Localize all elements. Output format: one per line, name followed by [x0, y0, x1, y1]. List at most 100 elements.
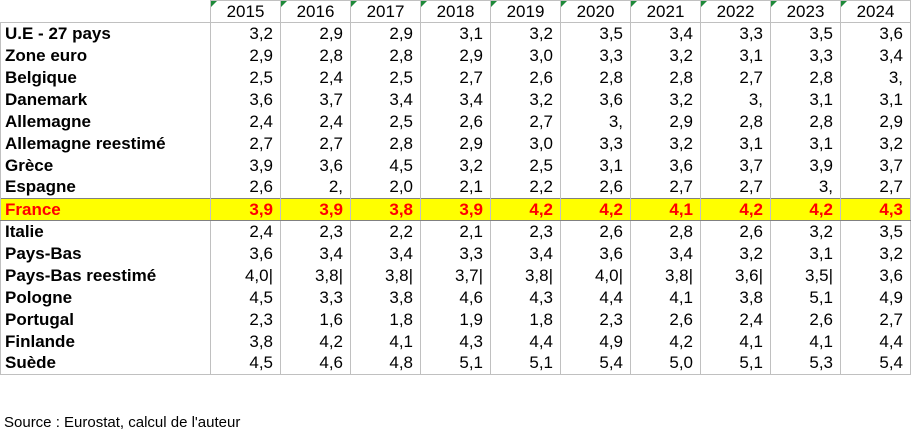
value-cell[interactable]: 4,1 [350, 330, 421, 353]
value-cell[interactable]: 4,6 [420, 286, 491, 309]
value-cell[interactable]: 3,3 [280, 286, 351, 309]
value-cell[interactable]: 3,3 [560, 132, 631, 155]
value-cell[interactable]: 3, [840, 66, 911, 89]
value-cell[interactable]: 2,8 [560, 66, 631, 89]
value-cell[interactable]: 3,6 [560, 88, 631, 111]
value-cell[interactable]: 4,9 [840, 286, 911, 309]
value-cell[interactable]: 2, [280, 176, 351, 199]
value-cell[interactable]: 2,6 [560, 176, 631, 199]
value-cell[interactable]: 3,9 [420, 198, 491, 221]
value-cell[interactable]: 3,4 [490, 242, 561, 265]
value-cell[interactable]: 2,4 [210, 220, 281, 243]
value-cell[interactable]: 4,0| [560, 264, 631, 287]
value-cell[interactable]: 3,4 [630, 22, 701, 45]
value-cell[interactable]: 3,2 [840, 132, 911, 155]
value-cell[interactable]: 4,5 [350, 154, 421, 177]
country-label-cell[interactable]: Allemagne [0, 110, 211, 133]
value-cell[interactable]: 2,0 [350, 176, 421, 199]
value-cell[interactable]: 2,5 [350, 110, 421, 133]
year-header-cell[interactable]: 2015 [210, 0, 281, 23]
value-cell[interactable]: 3,1 [560, 154, 631, 177]
value-cell[interactable]: 4,0| [210, 264, 281, 287]
value-cell[interactable]: 3,1 [770, 132, 841, 155]
value-cell[interactable]: 4,2 [700, 198, 771, 221]
value-cell[interactable]: 4,1 [770, 330, 841, 353]
value-cell[interactable]: 3,5 [840, 220, 911, 243]
value-cell[interactable]: 2,7 [700, 176, 771, 199]
value-cell[interactable]: 2,7 [490, 110, 561, 133]
value-cell[interactable]: 2,6 [700, 220, 771, 243]
value-cell[interactable]: 3,4 [420, 88, 491, 111]
year-header-cell[interactable]: 2021 [630, 0, 701, 23]
value-cell[interactable]: 3,9 [210, 198, 281, 221]
value-cell[interactable]: 2,8 [350, 132, 421, 155]
country-label-cell[interactable]: Portugal [0, 308, 211, 331]
country-label-cell[interactable]: France [0, 198, 211, 221]
value-cell[interactable]: 3,2 [490, 22, 561, 45]
value-cell[interactable]: 3,5 [770, 22, 841, 45]
value-cell[interactable]: 3,6 [840, 22, 911, 45]
value-cell[interactable]: 4,3 [420, 330, 491, 353]
value-cell[interactable]: 2,6 [560, 220, 631, 243]
value-cell[interactable]: 3,1 [770, 242, 841, 265]
value-cell[interactable]: 2,7 [840, 176, 911, 199]
value-cell[interactable]: 3,1 [700, 132, 771, 155]
value-cell[interactable]: 2,4 [700, 308, 771, 331]
value-cell[interactable]: 2,1 [420, 220, 491, 243]
value-cell[interactable]: 2,7 [700, 66, 771, 89]
value-cell[interactable]: 2,1 [420, 176, 491, 199]
value-cell[interactable]: 2,8 [350, 44, 421, 67]
value-cell[interactable]: 3,8 [700, 286, 771, 309]
country-label-cell[interactable]: U.E - 27 pays [0, 22, 211, 45]
country-label-cell[interactable]: Pays-Bas reestimé [0, 264, 211, 287]
value-cell[interactable]: 4,9 [560, 330, 631, 353]
value-cell[interactable]: 3,3 [560, 44, 631, 67]
value-cell[interactable]: 5,1 [490, 352, 561, 375]
value-cell[interactable]: 4,5 [210, 352, 281, 375]
value-cell[interactable]: 2,8 [280, 44, 351, 67]
value-cell[interactable]: 4,8 [350, 352, 421, 375]
value-cell[interactable]: 2,5 [490, 154, 561, 177]
value-cell[interactable]: 3,0 [490, 44, 561, 67]
value-cell[interactable]: 2,4 [280, 110, 351, 133]
value-cell[interactable]: 3,8 [210, 330, 281, 353]
value-cell[interactable]: 3,3 [770, 44, 841, 67]
country-label-cell[interactable]: Pays-Bas [0, 242, 211, 265]
country-label-cell[interactable]: Italie [0, 220, 211, 243]
value-cell[interactable]: 3,8 [350, 286, 421, 309]
value-cell[interactable]: 2,7 [420, 66, 491, 89]
value-cell[interactable]: 3,4 [350, 242, 421, 265]
value-cell[interactable]: 2,4 [280, 66, 351, 89]
corner-cell[interactable] [0, 0, 211, 23]
value-cell[interactable]: 4,2 [630, 330, 701, 353]
value-cell[interactable]: 3,2 [770, 220, 841, 243]
value-cell[interactable]: 3,6 [840, 264, 911, 287]
value-cell[interactable]: 3,5| [770, 264, 841, 287]
year-header-cell[interactable]: 2024 [840, 0, 911, 23]
country-label-cell[interactable]: Grèce [0, 154, 211, 177]
year-header-cell[interactable]: 2023 [770, 0, 841, 23]
value-cell[interactable]: 2,7 [210, 132, 281, 155]
country-label-cell[interactable]: Belgique [0, 66, 211, 89]
value-cell[interactable]: 2,6 [210, 176, 281, 199]
value-cell[interactable]: 2,6 [420, 110, 491, 133]
value-cell[interactable]: 2,8 [770, 66, 841, 89]
country-label-cell[interactable]: Espagne [0, 176, 211, 199]
year-header-cell[interactable]: 2016 [280, 0, 351, 23]
value-cell[interactable]: 3,0 [490, 132, 561, 155]
value-cell[interactable]: 3,1 [700, 44, 771, 67]
year-header-cell[interactable]: 2022 [700, 0, 771, 23]
value-cell[interactable]: 2,6 [770, 308, 841, 331]
value-cell[interactable]: 5,3 [770, 352, 841, 375]
value-cell[interactable]: 3,3 [420, 242, 491, 265]
value-cell[interactable]: 5,4 [840, 352, 911, 375]
value-cell[interactable]: 2,7 [280, 132, 351, 155]
value-cell[interactable]: 2,3 [490, 220, 561, 243]
value-cell[interactable]: 4,5 [210, 286, 281, 309]
country-label-cell[interactable]: Suède [0, 352, 211, 375]
value-cell[interactable]: 3,5 [560, 22, 631, 45]
value-cell[interactable]: 2,9 [350, 22, 421, 45]
value-cell[interactable]: 2,7 [630, 176, 701, 199]
value-cell[interactable]: 2,4 [210, 110, 281, 133]
value-cell[interactable]: 1,6 [280, 308, 351, 331]
